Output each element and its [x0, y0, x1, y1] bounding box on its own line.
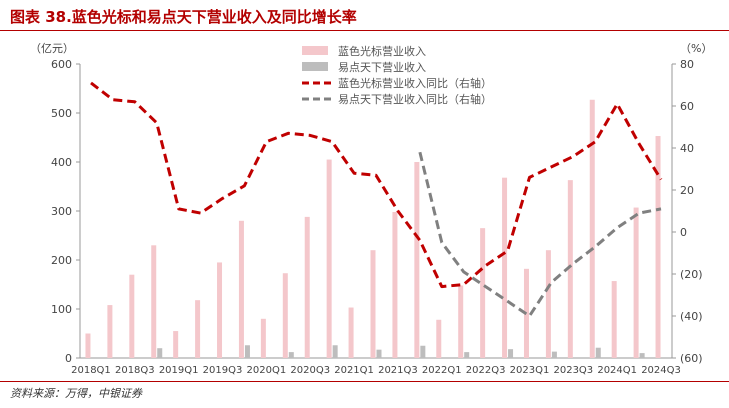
bar-lanseguangbiao [85, 333, 91, 358]
bar-yidiantianxia [376, 349, 382, 358]
right-tick-label: 20 [680, 184, 694, 197]
bar-lanseguangbiao [414, 162, 420, 358]
source-rule [0, 381, 729, 382]
bar-lanseguangbiao [589, 99, 595, 359]
left-tick-label: 200 [51, 254, 72, 267]
right-axis-unit: （%） [680, 42, 712, 55]
right-tick-label: (40) [680, 310, 703, 323]
bars [85, 99, 661, 359]
source-note: 资料来源：万得，中银证券 [10, 387, 142, 400]
bar-lanseguangbiao [260, 318, 266, 358]
bar-lanseguangbiao [107, 305, 113, 358]
legend-label: 易点天下营业收入 [338, 60, 426, 74]
bar-yidiantianxia [332, 345, 338, 358]
bar-lanseguangbiao [129, 274, 135, 358]
x-tick-label: 2020Q3 [290, 365, 330, 376]
left-tick-label: 500 [51, 107, 72, 120]
bar-lanseguangbiao [217, 262, 223, 358]
left-tick-label: 100 [51, 303, 72, 316]
right-tick-label: (60) [680, 352, 703, 365]
bar-lanseguangbiao [611, 281, 617, 358]
bar-lanseguangbiao [436, 319, 442, 358]
bar-yidiantianxia [157, 348, 163, 358]
x-tick-label: 2022Q3 [466, 365, 506, 376]
x-tick-label: 2024Q3 [641, 365, 681, 376]
line-yidiantianxia-yoy [418, 151, 662, 318]
x-tick-label: 2021Q1 [334, 365, 374, 376]
legend-label: 蓝色光标营业收入 [338, 44, 426, 58]
x-tick-label: 2023Q3 [553, 365, 593, 376]
x-tick-label: 2018Q3 [115, 365, 155, 376]
x-tick-label: 2020Q1 [247, 365, 287, 376]
bar-lanseguangbiao [480, 228, 486, 358]
bar-yidiantianxia [420, 345, 426, 358]
bar-yidiantianxia [551, 351, 557, 358]
right-tick-label: 80 [680, 58, 694, 71]
left-axis-unit: （亿元） [30, 42, 74, 55]
bar-lanseguangbiao [282, 273, 288, 358]
legend-label: 易点天下营业收入同比（右轴） [338, 92, 492, 106]
bar-yidiantianxia [639, 353, 645, 358]
bar-lanseguangbiao [348, 307, 354, 358]
bar-lanseguangbiao [633, 207, 639, 358]
x-tick-label: 2018Q1 [71, 365, 111, 376]
bar-lanseguangbiao [655, 136, 661, 358]
left-tick-label: 600 [51, 58, 72, 71]
bar-yidiantianxia [288, 352, 294, 358]
left-tick-label: 400 [51, 156, 72, 169]
x-tick-label: 2023Q1 [510, 365, 550, 376]
bar-lanseguangbiao [392, 211, 398, 358]
x-tick-label: 2019Q1 [159, 365, 199, 376]
title-rule [0, 30, 729, 31]
bar-lanseguangbiao [370, 250, 376, 358]
bar-lanseguangbiao [326, 159, 332, 358]
lines [90, 81, 663, 318]
legend-label: 蓝色光标营业收入同比（右轴） [338, 76, 492, 90]
x-tick-label: 2019Q3 [203, 365, 243, 376]
bar-yidiantianxia [508, 349, 514, 358]
x-tick-label: 2021Q3 [378, 365, 418, 376]
bar-lanseguangbiao [545, 250, 551, 358]
right-tick-label: 40 [680, 142, 694, 155]
bar-lanseguangbiao [502, 177, 508, 358]
bar-lanseguangbiao [151, 245, 157, 358]
bar-lanseguangbiao [458, 285, 464, 358]
left-tick-label: 0 [65, 352, 72, 365]
right-tick-label: 60 [680, 100, 694, 113]
left-tick-label: 300 [51, 205, 72, 218]
chart-title: 图表 38.蓝色光标和易点天下营业收入及同比增长率 [10, 8, 357, 26]
x-tick-label: 2022Q1 [422, 365, 462, 376]
legend-swatch-bar [302, 46, 328, 55]
x-tick-label: 2024Q1 [597, 365, 637, 376]
bar-yidiantianxia [464, 352, 470, 358]
bar-lanseguangbiao [195, 300, 201, 358]
bar-lanseguangbiao [238, 220, 244, 358]
bar-lanseguangbiao [304, 216, 310, 358]
legend-swatch-bar [302, 62, 328, 71]
right-tick-label: 0 [680, 226, 687, 239]
bar-yidiantianxia [244, 345, 250, 358]
bar-lanseguangbiao [173, 331, 179, 358]
bar-lanseguangbiao [567, 180, 573, 358]
line-lanseguangbiao-yoy [90, 81, 663, 289]
axes: 0 100 200 300 400 500 600 （亿元） (60) (40) (20) 0 20 40… [30, 42, 712, 376]
bar-yidiantianxia [595, 347, 601, 358]
right-tick-label: (20) [680, 268, 703, 281]
